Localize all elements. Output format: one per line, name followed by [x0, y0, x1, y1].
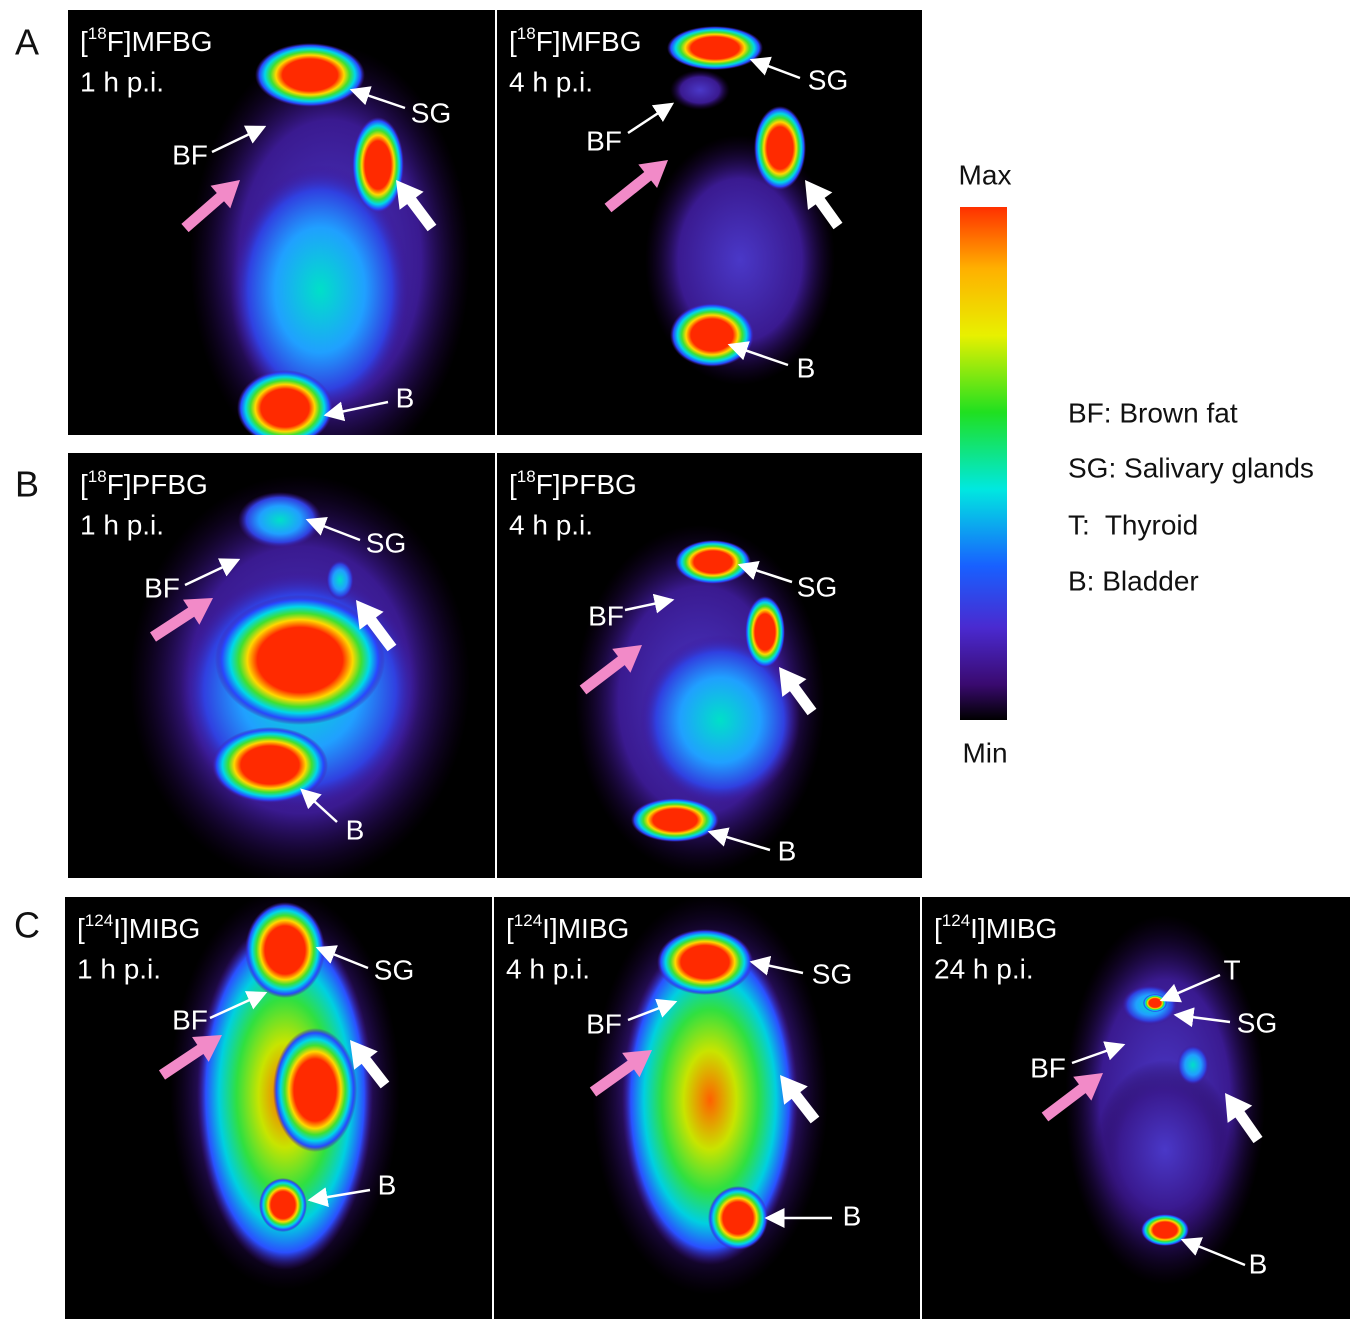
- scan-image: [170, 890, 400, 1290]
- uptake-region: [326, 560, 354, 600]
- figure: Max Min BF: Brown fat SG: Salivary gland…: [0, 0, 1355, 1319]
- organ-label: SG: [812, 958, 852, 989]
- time-label: 1 h p.i.: [77, 953, 161, 984]
- uptake-region: [1095, 1060, 1235, 1240]
- organ-label: B: [843, 1200, 862, 1231]
- tracer-name: I]MIBG: [113, 913, 200, 944]
- uptake-region: [667, 26, 763, 70]
- uptake-region: [670, 70, 730, 110]
- organ-label: B: [797, 352, 816, 383]
- uptake-region: [212, 727, 328, 803]
- organ-label: SG: [1237, 1007, 1277, 1038]
- tracer-name: I]MIBG: [970, 913, 1057, 944]
- row-label: C: [14, 905, 40, 946]
- organ-label: BF: [144, 572, 180, 603]
- uptake-region: [352, 117, 404, 213]
- legend-entry: T: Thyroid: [1068, 509, 1198, 540]
- organ-label: B: [378, 1169, 397, 1200]
- tracer-mass: 18: [517, 24, 536, 43]
- uptake-region: [631, 798, 719, 842]
- uptake-region: [670, 303, 754, 367]
- time-label: 4 h p.i.: [506, 953, 590, 984]
- row-label: B: [15, 464, 39, 505]
- organ-label: SG: [366, 527, 406, 558]
- tracer-mass: 124: [85, 911, 113, 930]
- organ-label: B: [396, 382, 415, 413]
- tracer-name: F]PFBG: [107, 469, 208, 500]
- uptake-region: [1177, 1045, 1209, 1085]
- organ-label: BF: [588, 600, 624, 631]
- tracer-mass: 18: [517, 467, 536, 486]
- tracer-name: F]MFBG: [107, 26, 213, 57]
- scan-image: [575, 525, 825, 875]
- organ-label: BF: [172, 139, 208, 170]
- organ-label: BF: [586, 1008, 622, 1039]
- uptake-region: [745, 596, 785, 668]
- organ-label: B: [346, 814, 365, 845]
- time-label: 4 h p.i.: [509, 66, 593, 97]
- organ-label: SG: [374, 954, 414, 985]
- row-label: A: [15, 22, 39, 63]
- tracer-mass: 124: [942, 911, 970, 930]
- uptake-region: [245, 902, 325, 998]
- tracer-name: F]PFBG: [536, 469, 637, 500]
- uptake-region: [708, 1186, 768, 1250]
- organ-label: B: [1249, 1248, 1268, 1279]
- colorbar-max: Max: [959, 159, 1012, 190]
- time-label: 4 h p.i.: [509, 509, 593, 540]
- colorbar-min: Min: [962, 737, 1007, 768]
- organ-label: SG: [797, 571, 837, 602]
- organ-label: BF: [1030, 1052, 1066, 1083]
- organ-label: SG: [808, 64, 848, 95]
- time-label: 1 h p.i.: [80, 66, 164, 97]
- time-label: 1 h p.i.: [80, 509, 164, 540]
- uptake-region: [255, 43, 365, 107]
- legend-entry: B: Bladder: [1068, 565, 1199, 596]
- colorbar: [960, 207, 1007, 720]
- uptake-region: [1141, 1214, 1189, 1246]
- uptake-region: [273, 1028, 357, 1152]
- legend-entry: SG: Salivary glands: [1068, 452, 1314, 483]
- tracer-mass: 18: [88, 467, 107, 486]
- scan-image: [130, 475, 470, 885]
- tracer-name: F]MFBG: [536, 26, 642, 57]
- tracer-mass: 18: [88, 24, 107, 43]
- uptake-region: [237, 370, 333, 446]
- organ-label: BF: [586, 125, 622, 156]
- organ-label: BF: [172, 1004, 208, 1035]
- tracer-name: I]MIBG: [542, 913, 629, 944]
- uptake-region: [657, 929, 753, 995]
- uptake-region: [754, 106, 806, 190]
- time-label: 24 h p.i.: [934, 953, 1034, 984]
- organ-label: B: [778, 835, 797, 866]
- uptake-region: [1143, 994, 1167, 1012]
- tracer-mass: 124: [514, 911, 542, 930]
- page: { "figure": { "rows": [ {"label": "A", "…: [0, 0, 1355, 1319]
- organ-label: SG: [411, 97, 451, 128]
- uptake-region: [675, 540, 751, 584]
- legend-entry: BF: Brown fat: [1068, 397, 1238, 428]
- uptake-region: [259, 1178, 307, 1232]
- organ-label: T: [1223, 954, 1240, 985]
